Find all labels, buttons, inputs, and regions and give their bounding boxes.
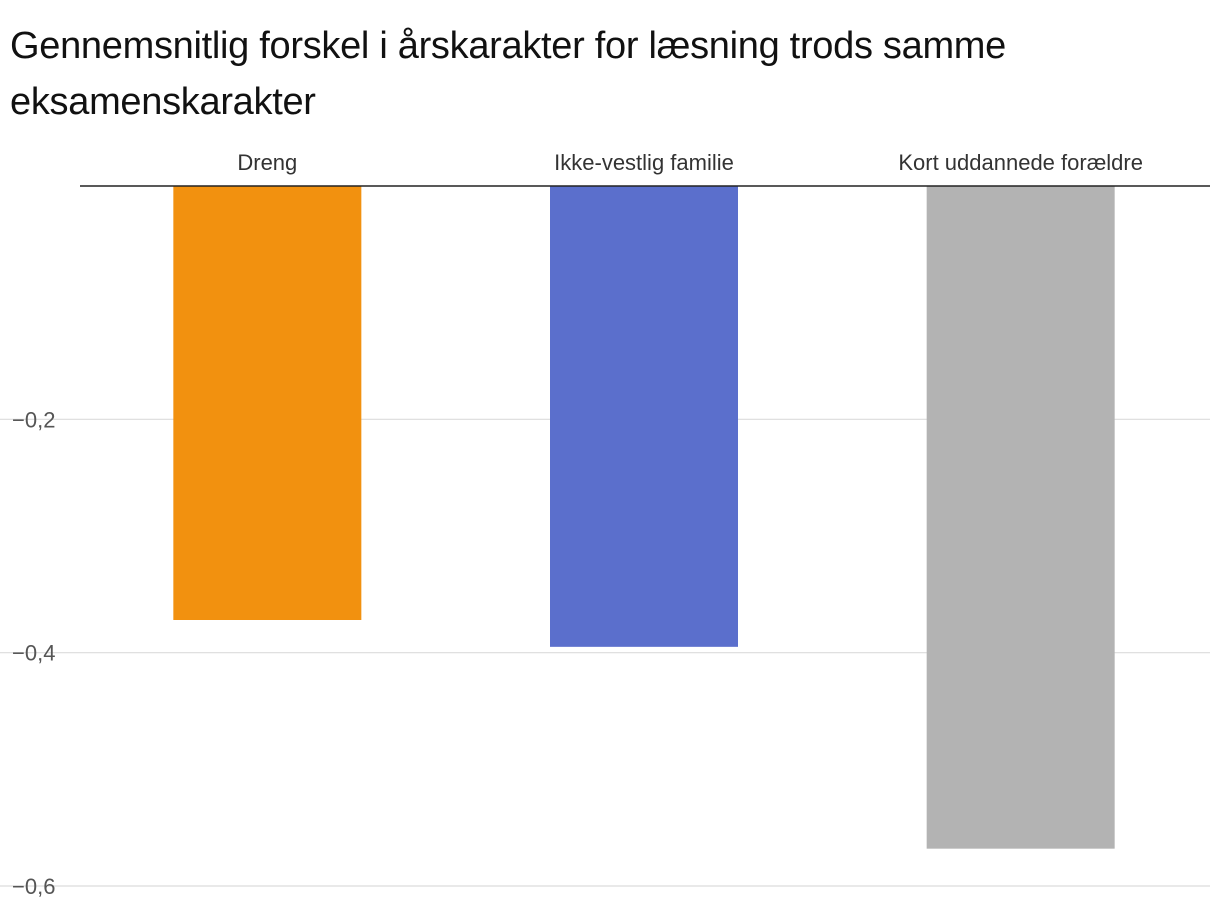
labels: −0,2 −0,4 −0,6 Dreng Ikke-vestlig familie Kor… xyxy=(12,150,1143,899)
bar xyxy=(926,186,1115,849)
y-tick-label: −0,4 xyxy=(12,641,55,666)
category-label: Kort uddannede forældre xyxy=(898,150,1143,175)
category-label: Dreng xyxy=(237,150,297,175)
bar xyxy=(550,186,738,647)
chart-title: Gennemsnitlig forskel i årskarakter for … xyxy=(10,25,1006,123)
bar xyxy=(173,186,362,620)
y-tick-label: −0,2 xyxy=(12,407,55,432)
bars xyxy=(173,186,1115,849)
category-label: Ikke-vestlig familie xyxy=(554,150,734,175)
y-tick-label: −0,6 xyxy=(12,874,55,899)
